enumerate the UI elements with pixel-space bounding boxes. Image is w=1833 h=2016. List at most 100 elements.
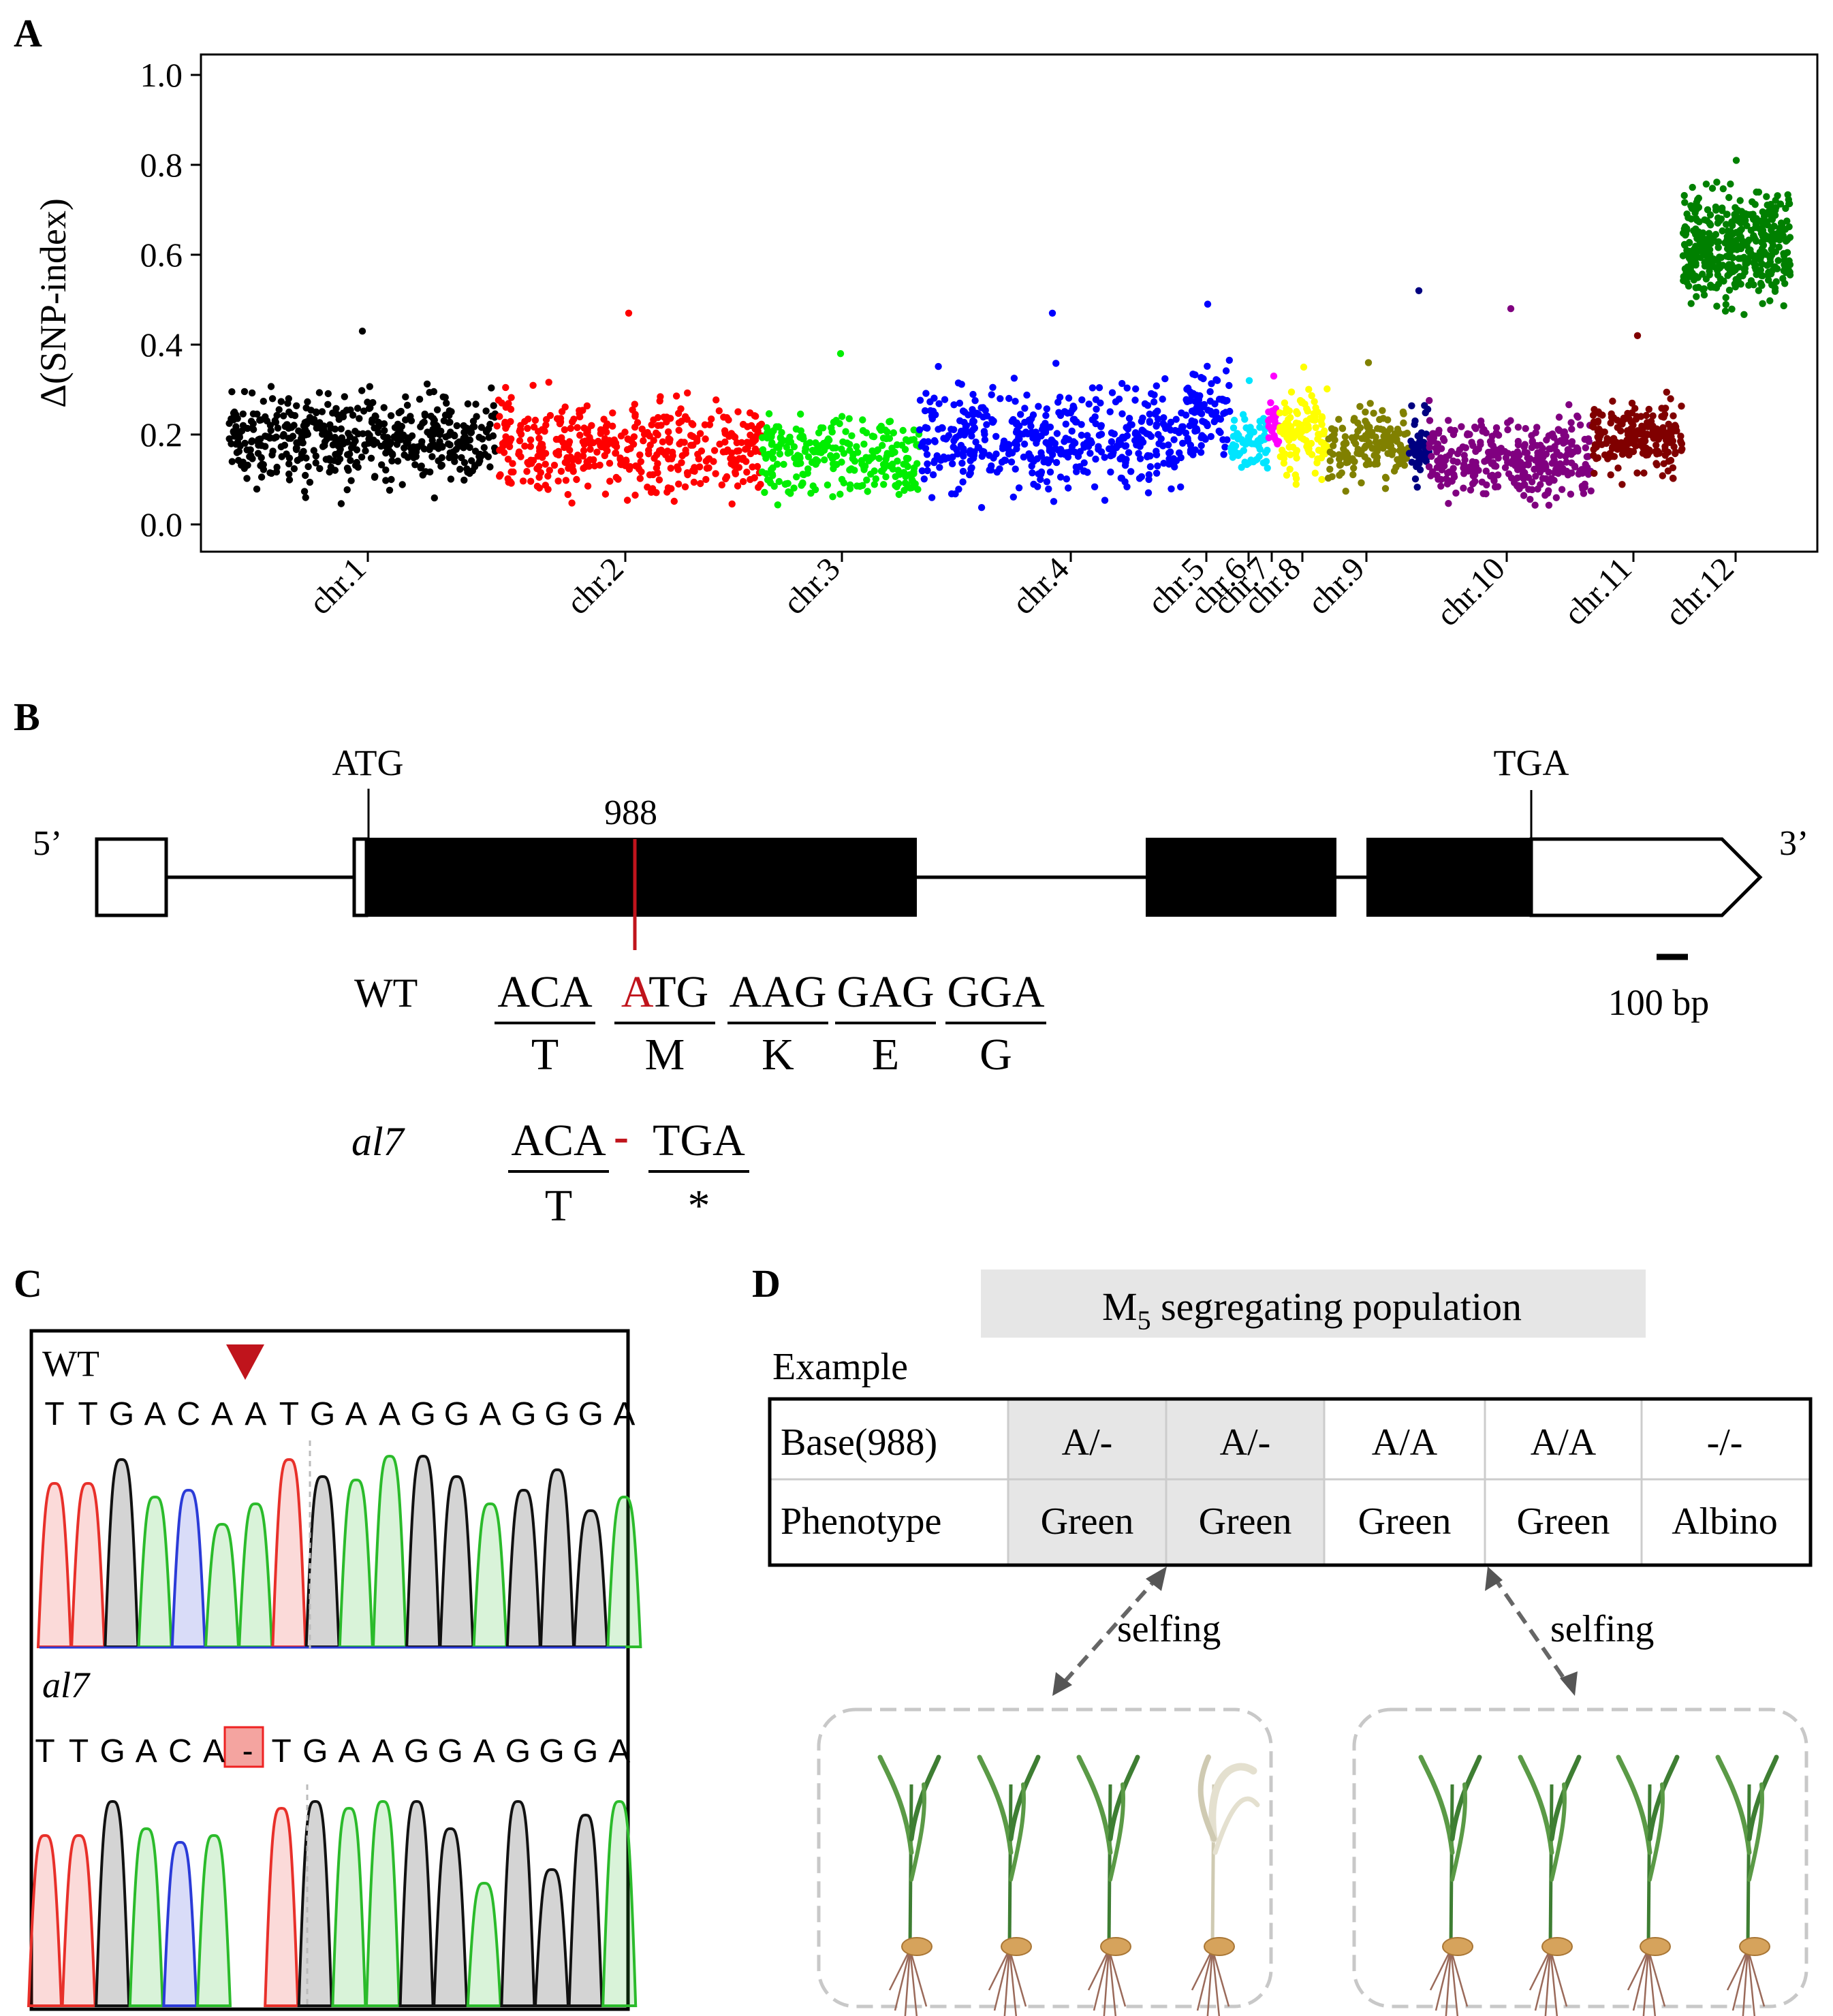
data-point <box>388 475 395 484</box>
data-point <box>312 408 320 415</box>
data-point <box>411 461 419 469</box>
data-point <box>334 458 342 466</box>
data-point <box>1056 411 1065 420</box>
data-point <box>1121 435 1128 442</box>
data-point <box>1460 484 1467 492</box>
data-point <box>765 450 772 458</box>
data-point <box>502 424 510 432</box>
data-point <box>751 412 758 420</box>
data-point <box>1707 281 1714 289</box>
data-point <box>267 383 275 390</box>
data-point <box>1482 467 1490 475</box>
data-point <box>574 452 582 459</box>
data-point <box>778 428 785 437</box>
data-point <box>1772 197 1779 204</box>
data-point <box>1420 453 1428 461</box>
data-point <box>480 444 488 452</box>
data-point <box>1193 425 1201 432</box>
data-point <box>1545 469 1552 476</box>
data-point <box>1336 455 1343 463</box>
data-point <box>535 462 543 470</box>
trace-peak <box>533 1868 570 2007</box>
data-point <box>1678 445 1686 453</box>
data-point <box>380 404 388 411</box>
data-point <box>1264 464 1271 472</box>
data-point <box>890 429 898 437</box>
genotype-cell: A/- <box>1220 1421 1271 1464</box>
data-point <box>1183 398 1191 405</box>
data-point <box>430 420 437 427</box>
data-point <box>1021 405 1029 412</box>
data-point <box>316 464 324 473</box>
data-point <box>646 471 654 479</box>
data-point <box>1545 501 1553 509</box>
data-point <box>1342 488 1349 495</box>
data-point <box>583 402 591 410</box>
data-point <box>1468 439 1475 446</box>
seed <box>1541 1937 1573 1956</box>
data-point <box>701 421 709 428</box>
data-point <box>1649 412 1657 420</box>
trace-peak <box>433 1827 469 2007</box>
data-point <box>640 437 647 445</box>
data-point <box>1338 469 1345 477</box>
data-point <box>315 389 324 396</box>
x-tick-label: chr.3 <box>776 550 847 621</box>
data-point <box>1633 469 1641 477</box>
data-point <box>1608 413 1616 421</box>
data-point <box>674 409 683 418</box>
data-point <box>1145 430 1153 439</box>
data-point <box>1382 430 1390 437</box>
data-point <box>1285 407 1294 415</box>
data-point <box>1154 462 1161 470</box>
data-point <box>1323 385 1331 393</box>
data-point <box>1608 453 1615 460</box>
data-point <box>1645 405 1652 413</box>
data-point <box>1170 455 1178 462</box>
data-point <box>780 460 787 468</box>
data-point <box>977 504 986 511</box>
data-point <box>1680 230 1688 238</box>
data-point <box>659 438 667 445</box>
data-point <box>362 447 369 455</box>
root <box>1008 1949 1018 2016</box>
data-point <box>950 443 957 451</box>
data-point <box>1085 400 1093 408</box>
data-point <box>1719 207 1726 215</box>
base-call: G <box>578 1396 604 1432</box>
data-point <box>1693 293 1700 300</box>
chromatogram-frame <box>29 1329 630 2011</box>
data-point <box>534 452 542 460</box>
data-point <box>452 445 460 453</box>
data-point <box>517 453 524 460</box>
data-point <box>544 472 552 480</box>
data-point <box>1084 432 1091 439</box>
data-point <box>1687 259 1695 266</box>
data-points <box>225 157 1794 511</box>
data-point <box>527 477 535 485</box>
leaf <box>1715 1754 1752 1855</box>
data-point <box>1336 462 1344 469</box>
series-chr.3 <box>758 350 923 509</box>
data-point <box>1095 431 1103 439</box>
data-point <box>1160 414 1168 422</box>
data-point <box>1045 485 1052 493</box>
data-point <box>1659 472 1666 479</box>
data-point <box>1706 219 1713 227</box>
data-point <box>1672 448 1679 456</box>
data-point <box>734 482 742 490</box>
data-point <box>1118 410 1126 418</box>
data-point <box>1362 461 1370 469</box>
data-point-max <box>1507 305 1515 313</box>
data-point <box>1394 456 1401 463</box>
data-point <box>1095 443 1102 450</box>
data-point <box>586 445 594 453</box>
green-seedling <box>1076 1754 1140 2016</box>
data-point <box>1356 403 1364 410</box>
mutant-amino-acid: * <box>688 1181 710 1231</box>
data-point <box>1052 458 1061 467</box>
data-point <box>1017 411 1024 418</box>
data-point <box>879 441 886 450</box>
data-point <box>1781 225 1789 233</box>
data-point <box>1458 423 1465 430</box>
